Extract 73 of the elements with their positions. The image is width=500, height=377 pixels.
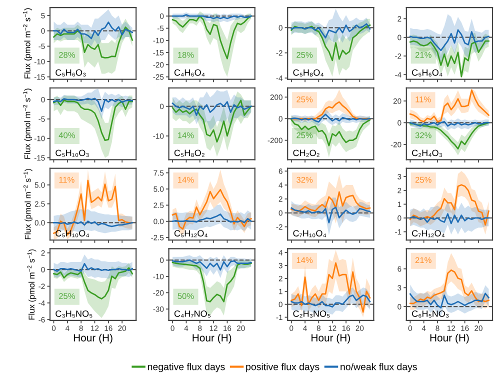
text: C₇H₁₂O₄: [412, 230, 445, 238]
line-series: [53, 267, 134, 300]
annotation: 25%: [59, 293, 75, 300]
y-axis-title: Flux (pmol m$^{−2}$ s$^{−1}$): [24, 169, 32, 240]
text: C₅H₈O₄: [293, 69, 324, 76]
text: C₄H₆O₄: [174, 69, 205, 76]
legend-label: positive flux days: [246, 363, 320, 372]
y-axis-title: Flux (pmol m$^{−2}$ s$^{−1}$): [23, 88, 32, 159]
annotation: 14%: [178, 132, 194, 138]
line-series: [290, 23, 371, 38]
text: C₅H₆O₃: [56, 69, 86, 76]
line-series: [290, 206, 371, 224]
line-series: [53, 100, 134, 141]
text: C₅H₁₀O₄: [56, 230, 89, 238]
line-series: [172, 262, 252, 302]
text: C₅H₆O₄: [412, 69, 442, 76]
line-series: [290, 101, 371, 120]
text: C₇H₁₀O₄: [293, 230, 326, 238]
line-series: [290, 191, 371, 212]
line-series: [172, 101, 252, 116]
x-axis-title: Hour (H): [430, 334, 469, 344]
legend-label: negative flux days: [148, 363, 225, 372]
line-series: [172, 214, 252, 224]
annotation: 25%: [415, 176, 432, 183]
annotation: 11%: [416, 96, 431, 102]
text: C₅H₈O₂: [174, 150, 204, 157]
line-series: [409, 269, 490, 304]
line-series: [172, 259, 252, 271]
text: C₅H₁₀O₃: [56, 150, 89, 157]
line-series: [409, 184, 490, 226]
line-series: [290, 119, 371, 146]
line-series: [290, 24, 371, 62]
line-series: [409, 40, 490, 78]
line-series: [53, 98, 134, 112]
text: C₅H₁₂O₄: [174, 230, 208, 238]
line-series: [172, 188, 252, 230]
text: C₃H₅NO₅: [56, 310, 92, 318]
text: C₆H₅NO₃: [412, 310, 449, 318]
annotation: 50%: [178, 293, 194, 300]
line-series: [53, 263, 134, 272]
x-axis-title: Hour (H): [192, 334, 232, 344]
line-series: [172, 100, 252, 143]
line-series: [409, 122, 490, 150]
line-series: [53, 26, 134, 59]
annotation: 40%: [58, 132, 75, 138]
line-series: [409, 29, 490, 52]
annotation: 21%: [415, 257, 432, 264]
legend-label: no/weak flux days: [340, 363, 417, 372]
line-series: [290, 294, 371, 308]
annotation: 28%: [59, 52, 75, 58]
y-axis-title: Flux (pmol m$^{−2}$ s$^{−1}$): [23, 8, 32, 78]
annotation: 21%: [415, 52, 432, 58]
annotation: 25%: [296, 96, 313, 102]
y-axis-title: Flux (pmol m$^{−2}$ s$^{−1}$): [27, 249, 36, 320]
annotation: 14%: [178, 176, 194, 183]
line-series: [409, 292, 490, 309]
annotation: 25%: [296, 132, 313, 138]
x-axis-title: Hour (H): [312, 334, 350, 344]
annotation: 18%: [178, 52, 194, 58]
text: C₂H₃NO₅: [293, 310, 330, 318]
line-series: [172, 15, 252, 60]
text: C₄H₇NO₅: [174, 310, 211, 318]
line-series: [290, 114, 371, 123]
text: CH₂O₂: [293, 150, 320, 157]
text: C₂H₄O₃: [412, 150, 442, 157]
x-axis-title: Hour (H): [74, 334, 112, 344]
line-series: [409, 213, 490, 224]
annotation: 32%: [415, 132, 432, 138]
annotation: 32%: [296, 176, 313, 183]
line-series: [53, 22, 134, 40]
annotation: 25%: [296, 52, 313, 58]
annotation: 11%: [59, 176, 74, 183]
annotation: 14%: [296, 257, 313, 264]
